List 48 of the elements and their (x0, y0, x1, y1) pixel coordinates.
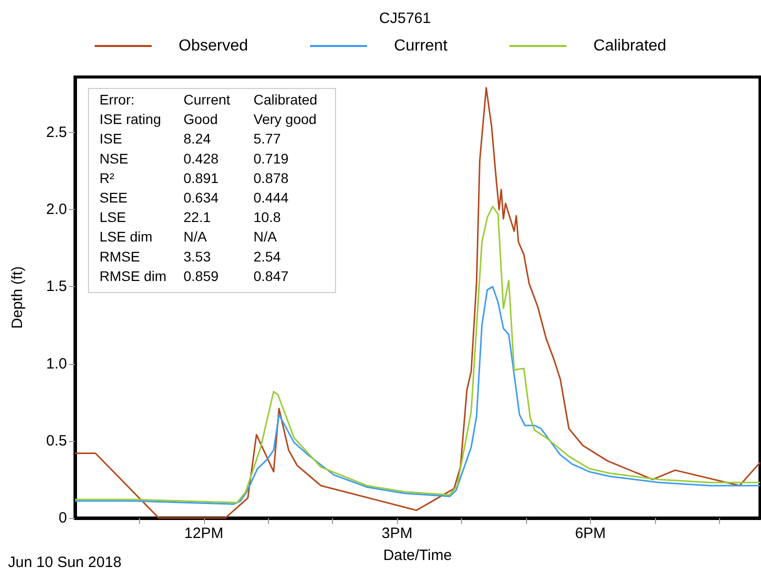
x-axis-title: Date/Time (383, 547, 452, 564)
annotation: Error: (100, 92, 134, 108)
annotation: LSE dim (100, 228, 152, 245)
annotation: N/A (184, 228, 208, 245)
annotation: 8.24 (184, 130, 211, 147)
annotation: 0.719 (254, 150, 289, 166)
annotation: 3.53 (184, 248, 211, 264)
annotation: 5.77 (254, 130, 281, 147)
annotation: ISE (100, 130, 122, 147)
annotation: Very good (254, 111, 317, 128)
annotation: LSE (100, 209, 126, 226)
annotation: 10.8 (254, 209, 281, 226)
y-tick-label: 1.0 (46, 355, 67, 372)
annotation: 0.444 (254, 190, 289, 206)
annotation: 22.1 (184, 209, 211, 226)
annotation: RMSE (100, 248, 140, 264)
y-axis-title: Depth (ft) (9, 266, 26, 329)
annotation: 0.891 (184, 170, 219, 186)
y-tick-label: 0.5 (46, 432, 67, 450)
y-tick-label: 2.5 (46, 124, 67, 142)
annotation: 2.54 (254, 248, 281, 264)
x-tick-label: 12PM (184, 525, 224, 542)
annotation: 0.634 (184, 190, 219, 206)
annotation: 0.878 (254, 170, 289, 186)
annotation: ISE rating (100, 111, 161, 128)
line-series (74, 286, 761, 505)
annotation: NSE (100, 150, 128, 166)
annotation: 0.428 (184, 150, 219, 166)
y-tick-label: 0 (58, 510, 67, 526)
annotation: Calibrated (254, 92, 318, 108)
x-tick-label: 6PM (574, 525, 606, 542)
annotation: Current (184, 92, 230, 108)
y-tick-label: 1.5 (46, 278, 67, 296)
chart-title: CJ5761 (379, 10, 431, 27)
x-tick-label: 3PM (382, 525, 413, 542)
legend-label: Current (394, 38, 448, 54)
legend-label: Observed (178, 38, 248, 54)
text: Jun 10 Sun 2018 (8, 554, 122, 571)
annotation: 0.859 (184, 268, 219, 284)
annotation: Good (184, 111, 218, 128)
annotation: N/A (254, 228, 278, 245)
annotation: RMSE dim (100, 268, 166, 284)
annotation: SEE (100, 190, 128, 206)
annotation: R² (100, 170, 115, 186)
line-series (74, 206, 761, 504)
annotation: 0.847 (254, 268, 289, 284)
y-tick-label: 2.0 (46, 201, 67, 218)
legend-label: Calibrated (593, 38, 666, 54)
